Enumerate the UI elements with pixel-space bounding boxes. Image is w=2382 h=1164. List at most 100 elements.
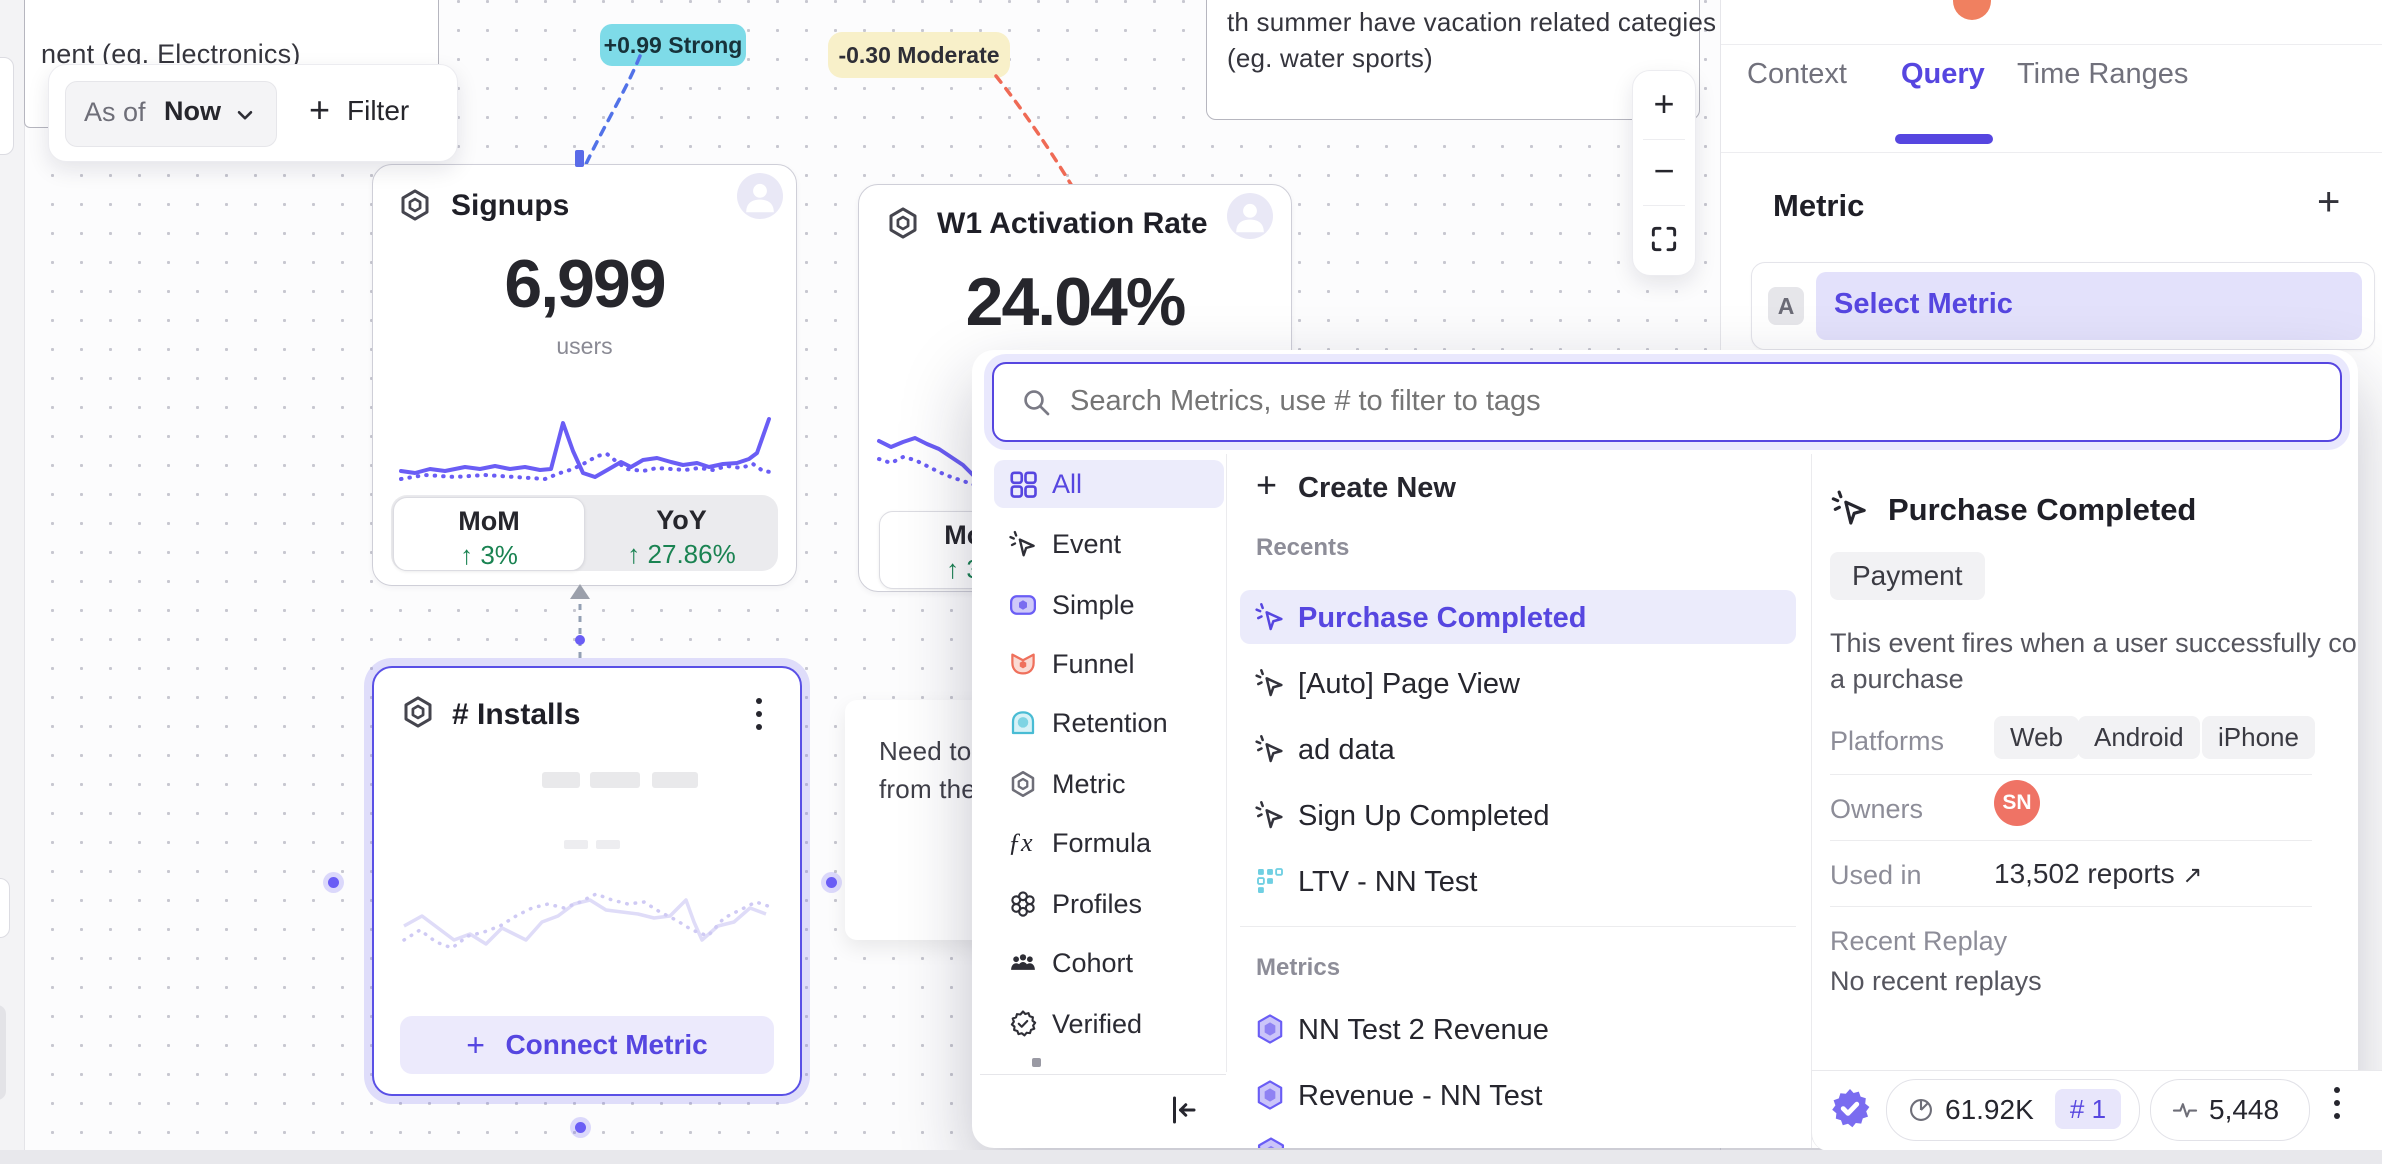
search-input[interactable] [1068, 368, 2312, 434]
event-spark-icon [1255, 735, 1283, 763]
category-profiles[interactable]: Profiles [994, 880, 1224, 928]
metric-item-revenue-nn-test[interactable]: Revenue - NN Test [1240, 1068, 1796, 1122]
category-verified[interactable]: Verified [994, 1000, 1224, 1048]
verified-seal-icon[interactable] [1826, 1085, 1874, 1133]
recent-item-ltv-nn-test[interactable]: LTV - NN Test [1240, 854, 1796, 908]
recent-item-auto-page-view[interactable]: [Auto] Page View [1240, 656, 1796, 710]
metric-card-signups[interactable]: Signups 6,999 users MoM ↑ 3% YoY ↑ 27.86… [372, 164, 797, 586]
category-label: Retention [1052, 708, 1168, 738]
category-cohort[interactable]: Cohort [994, 939, 1224, 987]
event-spark-icon [1255, 669, 1283, 697]
tab-context[interactable]: Context [1747, 58, 1847, 90]
purple-hexagon-icon [1257, 1014, 1283, 1044]
metric-card-installs[interactable]: # Installs + Connect Metric [372, 666, 802, 1096]
tab-time-ranges[interactable]: Time Ranges [2017, 58, 2189, 90]
avatar[interactable] [737, 173, 783, 219]
zoom-in-button[interactable]: + [1653, 83, 1675, 124]
tab-query[interactable]: Query [1901, 58, 1985, 90]
rail-clipped-item [0, 1005, 6, 1100]
correlation-badge-moderate[interactable]: -0.30 Moderate [828, 32, 1010, 78]
purple-hexagon-icon-clipped [1257, 1137, 1285, 1148]
connect-metric-button[interactable]: + Connect Metric [400, 1016, 774, 1074]
select-metric-field[interactable]: Select Metric [1816, 272, 2362, 340]
category-metric[interactable]: Metric [994, 760, 1224, 808]
collapse-sidebar-button[interactable] [1164, 1092, 1204, 1132]
recent-item-ad-data[interactable]: ad data [1240, 722, 1796, 776]
filter-button[interactable]: + Filter [301, 81, 441, 145]
recent-item-purchase-completed[interactable]: Purchase Completed [1240, 590, 1796, 644]
category-label: Verified [1052, 1009, 1143, 1039]
category-label: All [1052, 469, 1083, 499]
correlation-badge-strong[interactable]: +0.99 Strong [600, 24, 746, 66]
add-metric-button[interactable]: + [2317, 180, 2341, 224]
recent-item-label: [Auto] Page View [1298, 668, 1520, 700]
metric-search-box[interactable] [992, 362, 2342, 442]
sticky-note-top[interactable]: th summer have vacation related categies… [1206, 0, 1716, 120]
connection-dot[interactable] [575, 635, 585, 645]
search-icon [1024, 390, 1050, 416]
connector-arrowhead [570, 584, 590, 599]
usage-stat-pill[interactable]: 61.92K # 1 [1886, 1079, 2140, 1141]
category-all[interactable]: All [994, 460, 1224, 508]
events-stat-pill[interactable]: 5,448 [2150, 1079, 2310, 1141]
used-in-link[interactable]: 13,502 reports ↗ [1994, 858, 2202, 890]
category-label: Metric [1052, 769, 1126, 799]
avatar[interactable] [1227, 193, 1273, 239]
category-label: Simple [1052, 590, 1135, 620]
footer-menu-button[interactable] [2330, 1087, 2344, 1119]
metric-item-nn-test-2-revenue[interactable]: NN Test 2 Revenue [1240, 1002, 1796, 1056]
as-of-value: Now [164, 96, 221, 126]
card-menu-button[interactable] [752, 698, 766, 730]
funnel-icon [1011, 653, 1035, 675]
category-formula[interactable]: ƒx Formula [994, 819, 1224, 867]
notification-avatar [1953, 0, 1991, 20]
sparkline-chart [399, 417, 773, 482]
detail-description: This event fires when a user successfull… [1830, 628, 2358, 658]
metric-unit: users [556, 333, 613, 359]
metric-hexagon-icon [889, 207, 917, 239]
category-event[interactable]: Event [994, 520, 1224, 568]
as-of-label: As of [84, 97, 146, 127]
connection-handle[interactable] [575, 150, 584, 167]
purple-hexagon-icon [1257, 1080, 1283, 1110]
note-text: (eg. water sports) [1227, 43, 1433, 73]
retention-icon [1011, 711, 1035, 735]
external-link-icon: ↗ [2182, 862, 2203, 889]
connection-dot[interactable] [575, 1122, 586, 1133]
category-label: Profiles [1052, 889, 1143, 919]
event-spark-icon [1255, 603, 1283, 631]
connection-dot[interactable] [826, 877, 837, 888]
filter-label: Filter [347, 95, 410, 126]
toggle-mom[interactable]: MoM ↑ 3% [393, 497, 585, 571]
person-icon [1236, 203, 1264, 233]
metric-hexagon-icon [1011, 771, 1035, 797]
formula-icon: ƒx [1008, 828, 1033, 857]
as-of-dropdown[interactable]: As of Now [65, 81, 277, 147]
report-grid-icon [1257, 868, 1283, 893]
category-funnel[interactable]: Funnel [994, 640, 1224, 688]
yoy-label: YoY [656, 505, 707, 535]
profiles-icon [1011, 891, 1035, 917]
category-simple[interactable]: Simple [994, 581, 1224, 629]
recent-item-sign-up-completed[interactable]: Sign Up Completed [1240, 788, 1796, 842]
active-tab-underline [1895, 134, 1993, 144]
zoom-out-button[interactable]: − [1653, 150, 1675, 191]
plus-icon: + [1256, 464, 1278, 505]
fullscreen-icon [1651, 226, 1677, 252]
category-retention[interactable]: Retention [994, 699, 1224, 747]
recent-item-label: Purchase Completed [1298, 602, 1587, 634]
skeleton-bar [652, 772, 698, 788]
card-title: W1 Activation Rate [937, 207, 1208, 240]
pie-chart-icon [1910, 1099, 1932, 1121]
create-new-button[interactable]: + Create New [1240, 464, 1796, 510]
recent-replay-label: Recent Replay [1830, 926, 2008, 956]
skeleton-bar [590, 772, 640, 788]
fit-screen-button[interactable] [1648, 223, 1680, 255]
connection-dot[interactable] [328, 877, 339, 888]
platform-chip: Web [1994, 716, 2079, 759]
canvas-toolbar: As of Now + Filter [48, 64, 458, 162]
metric-item-label: Revenue - NN Test [1298, 1080, 1543, 1112]
select-metric-row[interactable]: A Select Metric [1751, 262, 2375, 350]
mom-label: MoM [458, 506, 520, 536]
toggle-yoy[interactable]: YoY ↑ 27.86% [585, 495, 778, 571]
